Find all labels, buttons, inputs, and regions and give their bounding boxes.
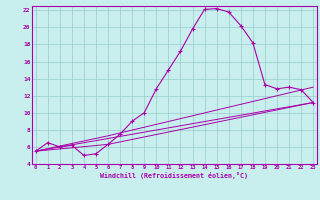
X-axis label: Windchill (Refroidissement éolien,°C): Windchill (Refroidissement éolien,°C) <box>100 172 248 179</box>
